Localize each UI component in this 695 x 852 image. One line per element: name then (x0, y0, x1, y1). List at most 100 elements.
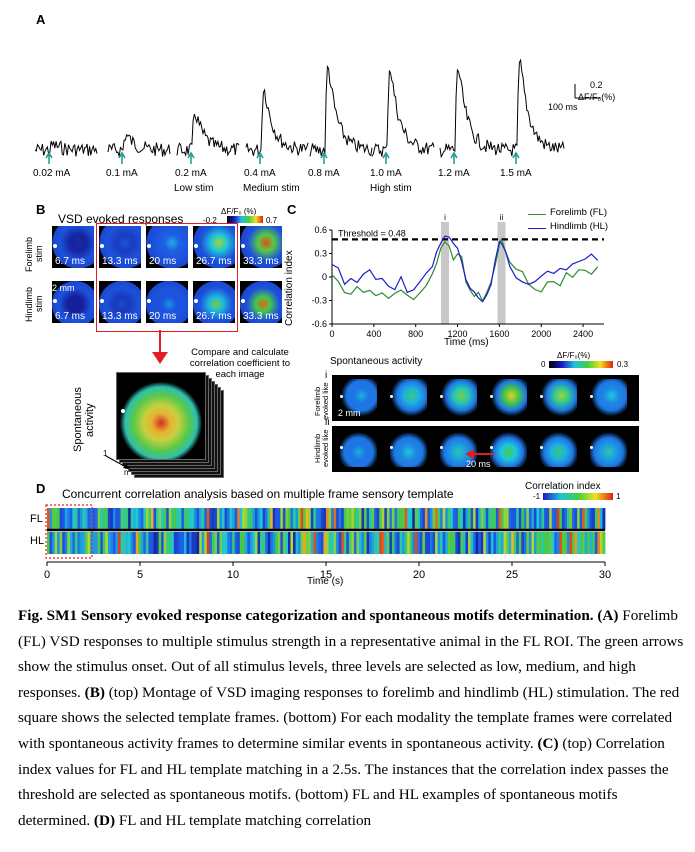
heat-cell (237, 508, 241, 530)
heat-cell (569, 532, 573, 554)
frame-time-label: 6.7 ms (55, 311, 86, 322)
panel-c-letter: C (287, 202, 297, 217)
caption-c-tag: (C) (537, 734, 559, 752)
heat-cell (183, 532, 187, 554)
legend-fl-swatch (528, 214, 546, 215)
heat-cell (295, 532, 299, 554)
heat-cell (100, 532, 104, 554)
heat-cell (249, 508, 253, 530)
heat-cell (295, 508, 299, 530)
heat-cell (120, 508, 124, 530)
heat-cell (313, 532, 317, 554)
heat-cell (254, 508, 258, 530)
heat-cell (57, 508, 61, 530)
marker-i: i (444, 213, 446, 222)
heat-cell (503, 508, 507, 530)
heat-cell (450, 532, 454, 554)
heat-cell (138, 532, 142, 554)
heat-cell (77, 508, 81, 530)
heat-cell (112, 508, 116, 530)
chart-ylabel: Correlation index (284, 250, 295, 326)
heat-cell (475, 508, 479, 530)
heat-cell (85, 532, 88, 554)
heat-cell (194, 532, 198, 554)
heat-cell (516, 508, 520, 530)
x-tick-label: 0 (44, 569, 50, 581)
vsd-frame-0-1: 13.3 ms (99, 226, 141, 268)
stim-onset-arrow-0 (45, 151, 53, 164)
heat-cell (503, 532, 507, 554)
heat-cell (465, 532, 469, 554)
scale-value: 0.2 (590, 80, 603, 90)
heat-cell (445, 532, 449, 554)
heat-cell (437, 532, 441, 554)
heat-cell (262, 532, 266, 554)
heat-cell (478, 532, 482, 554)
heat-cell (498, 508, 502, 530)
heat-cell (72, 508, 76, 530)
x-tick-label: 25 (506, 569, 518, 581)
bregma-dot (340, 395, 343, 398)
panel-b-cb-min: -0.2 (203, 216, 217, 225)
heat-cell (181, 532, 185, 554)
heat-cell (168, 532, 172, 554)
heat-cell (442, 508, 446, 530)
heat-cell (95, 508, 99, 530)
heat-cell (265, 532, 269, 554)
bregma-dot (53, 244, 57, 248)
heat-cell (493, 508, 497, 530)
heat-cell (105, 532, 109, 554)
heat-cell (52, 532, 56, 554)
heat-cell (561, 532, 565, 554)
heat-cell (599, 508, 603, 530)
trace-5 (371, 70, 435, 157)
heat-cell (293, 508, 296, 530)
heat-cell (559, 508, 563, 530)
heat-cell (397, 508, 400, 530)
heat-cell (161, 508, 165, 530)
heat-cell (222, 532, 225, 554)
heat-cell (546, 508, 550, 530)
bregma-dot (590, 395, 593, 398)
heat-cell (506, 532, 510, 554)
heat-cell (257, 532, 261, 554)
heat-cell (414, 532, 418, 554)
heat-cell (97, 508, 101, 530)
heat-cell (587, 508, 591, 530)
heat-cell (579, 508, 583, 530)
stim-label-6: 1.2 mA (438, 168, 470, 179)
heat-cell (594, 532, 598, 554)
heat-cell (331, 532, 335, 554)
heat-cell (551, 532, 555, 554)
panel-a-scalebar (574, 84, 600, 99)
heat-cell (417, 532, 421, 554)
heat-cell (138, 508, 142, 530)
highlight-bar-1 (497, 222, 506, 324)
vsd-frame-1-3: 26.7 ms (193, 281, 235, 323)
heat-cell (455, 508, 459, 530)
heat-cell (47, 532, 50, 554)
heat-cell (227, 532, 231, 554)
heat-cell (130, 508, 134, 530)
heat-cell (49, 508, 53, 530)
heat-cell (275, 532, 279, 554)
compare-text: Compare and calculate correlation coeffi… (189, 347, 291, 380)
heat-cell (216, 508, 220, 530)
heat-cell (384, 508, 388, 530)
heat-cell (536, 532, 540, 554)
heat-cell (123, 508, 127, 530)
heat-cell (488, 508, 492, 530)
heat-cell (556, 532, 560, 554)
heat-cell (478, 508, 482, 530)
heat-cell (579, 532, 583, 554)
heat-cell (123, 532, 127, 554)
heat-cell (366, 508, 370, 530)
stack-label: Spontaneous activity (72, 387, 96, 453)
heat-cell (462, 508, 466, 530)
heat-cell (219, 508, 223, 530)
heat-cell (488, 532, 492, 554)
heat-cell (412, 532, 416, 554)
y-tick-label: 0.6 (314, 225, 327, 235)
y-tick-label: -0.3 (311, 296, 327, 306)
heat-cell (145, 532, 149, 554)
